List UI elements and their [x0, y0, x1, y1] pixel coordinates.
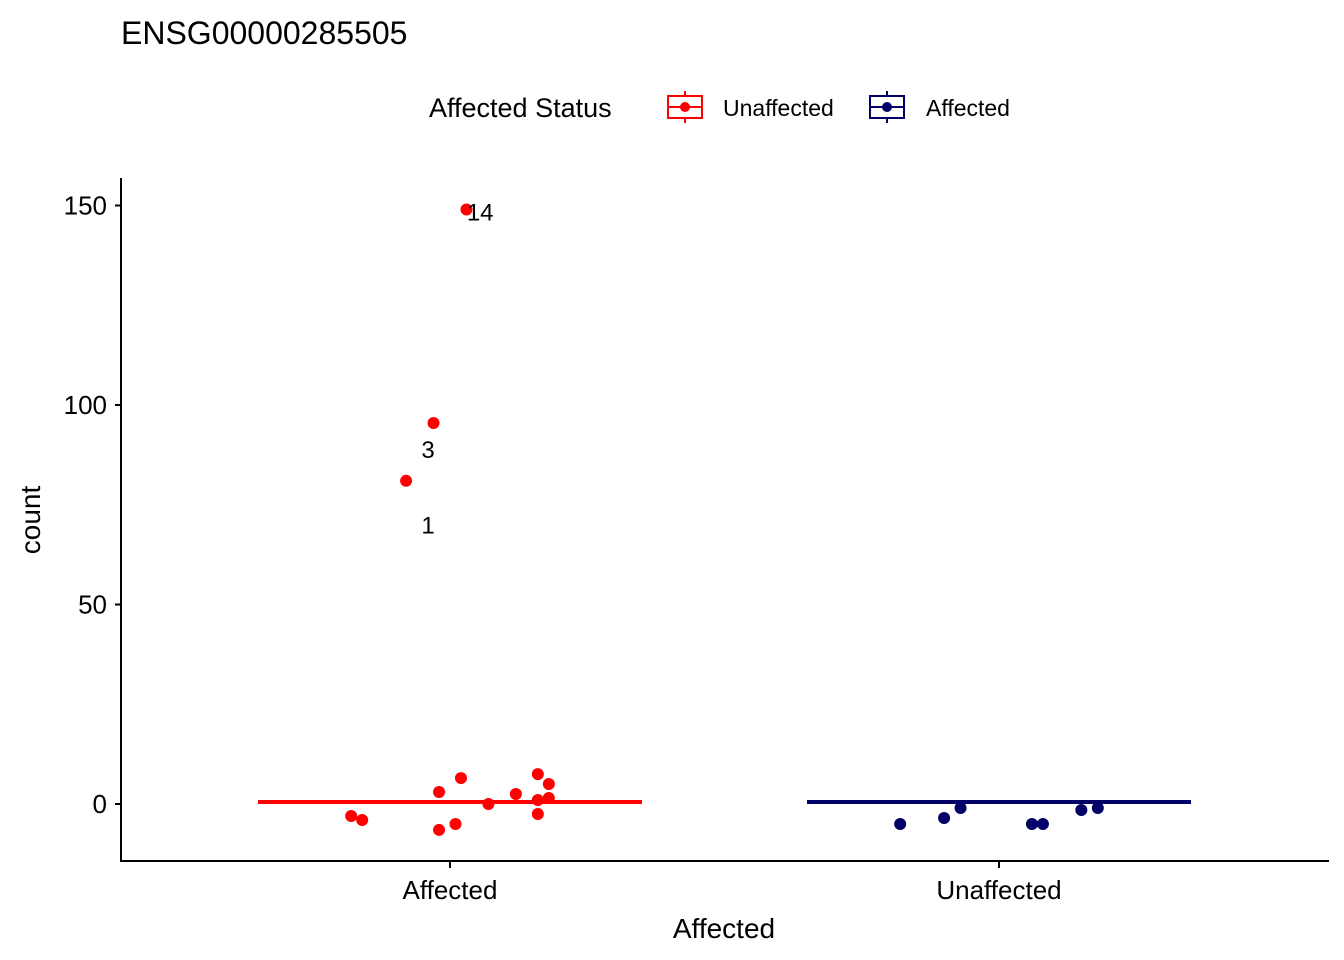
data-point: [1025, 817, 1038, 830]
data-point: [542, 778, 555, 791]
data-point: [400, 474, 413, 487]
point-label: 14: [467, 199, 494, 226]
legend-label-affected: Affected: [926, 95, 1010, 121]
point-labels: 14 3 1: [421, 199, 493, 539]
legend-label-unaffected: Unaffected: [723, 95, 834, 121]
y-axis: 0 50 100 150: [64, 178, 122, 862]
y-axis-title: count: [15, 486, 46, 555]
chart-title: ENSG00000285505: [121, 15, 407, 51]
data-point: [345, 809, 358, 822]
data-point: [1091, 801, 1104, 814]
data-point: [454, 772, 467, 785]
y-tick-label: 150: [64, 191, 107, 221]
legend-key-affected: [869, 91, 905, 123]
data-point: [531, 768, 544, 781]
x-tick-label-unaffected: Unaffected: [936, 875, 1061, 905]
data-point: [938, 811, 951, 824]
y-tick-label: 0: [93, 789, 107, 819]
x-tick-label-affected: Affected: [403, 875, 498, 905]
point-label: 3: [421, 437, 434, 464]
legend-key-point: [680, 102, 690, 112]
data-point: [460, 203, 473, 216]
data-point: [531, 794, 544, 807]
data-point: [449, 817, 462, 830]
data-point: [509, 788, 522, 801]
data-point: [433, 823, 446, 836]
data-point: [1036, 817, 1049, 830]
data-point: [427, 416, 440, 429]
point-label: 1: [421, 513, 434, 540]
data-point: [433, 786, 446, 799]
data-point: [482, 798, 495, 810]
x-axis-title: Affected: [673, 913, 775, 944]
x-axis: Affected Unaffected: [120, 860, 1329, 905]
data-point: [531, 807, 544, 820]
legend-title: Affected Status: [429, 93, 612, 123]
data-point: [356, 813, 369, 826]
legend-key-unaffected: [667, 91, 703, 123]
data-point: [1075, 803, 1088, 816]
legend-key-point: [882, 102, 892, 112]
data-point: [894, 817, 907, 830]
legend: Affected Status Unaffected Affected: [429, 91, 1010, 123]
y-tick-label: 50: [78, 590, 107, 620]
data-point: [954, 801, 967, 814]
y-tick-label: 100: [64, 390, 107, 420]
plot-marks: [258, 203, 1191, 836]
data-point: [542, 792, 555, 805]
